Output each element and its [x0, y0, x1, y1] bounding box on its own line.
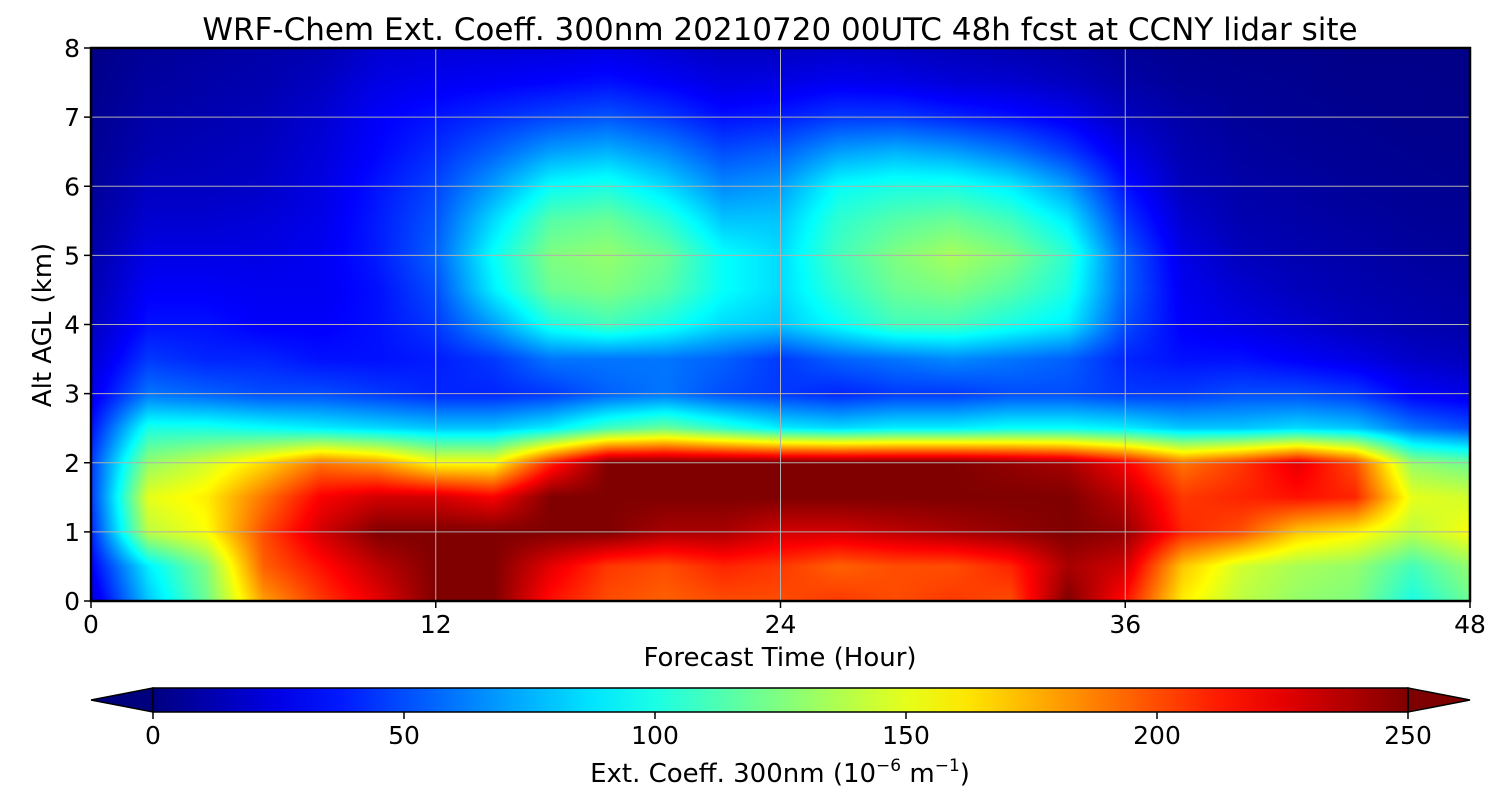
y-tick-label: 5	[64, 241, 80, 270]
colorbar-extend-min	[90, 687, 154, 713]
colorbar-tick-label: 100	[631, 721, 679, 750]
colorbar-frame	[152, 687, 1409, 713]
chart-title: WRF-Chem Ext. Coeff. 300nm 20210720 00UT…	[202, 12, 1357, 48]
y-tick-label: 6	[64, 172, 80, 201]
x-axis-label: Forecast Time (Hour)	[643, 643, 916, 673]
y-tick-label: 2	[64, 449, 80, 478]
colorbar-label: Ext. Coeff. 300nm (10−6 m−1)	[590, 756, 970, 789]
y-tick-label: 7	[64, 103, 80, 132]
colorbar-tick-label: 200	[1133, 721, 1181, 750]
colorbar-label-mid: m	[901, 759, 935, 789]
colorbar: 0 50 100 150 200 250 Ext. Coeff. 300nm (10−6 …	[90, 687, 1471, 789]
y-tick-label: 0	[64, 587, 80, 616]
x-tick-label: 36	[1109, 610, 1141, 639]
x-tick-label: 12	[420, 610, 452, 639]
y-tick-label: 1	[64, 518, 80, 547]
colorbar-tick-label: 0	[145, 721, 161, 750]
colorbar-tick-label: 150	[882, 721, 930, 750]
y-tick-label: 4	[64, 311, 80, 340]
colorbar-tick-label: 250	[1384, 721, 1432, 750]
y-tick-label: 8	[64, 34, 80, 63]
y-axis-label: Alt AGL (km)	[28, 243, 58, 407]
colorbar-extend-max	[1407, 687, 1471, 713]
colorbar-ticks: 0 50 100 150 200 250	[145, 712, 1432, 750]
colorbar-label-exp2: −1	[935, 756, 960, 776]
x-tick-label: 24	[765, 610, 797, 639]
colorbar-label-end: )	[960, 759, 970, 789]
colorbar-tick-label: 50	[388, 721, 420, 750]
colorbar-label-main: Ext. Coeff. 300nm (10	[590, 759, 876, 789]
x-axis-ticks: 0 12 24 36 48	[83, 601, 1486, 639]
x-tick-label: 0	[83, 610, 99, 639]
y-axis-ticks: 0 1 2 3 4 5 6 7 8	[64, 34, 91, 616]
y-tick-label: 3	[64, 380, 80, 409]
colorbar-label-exp1: −6	[876, 756, 901, 776]
x-tick-label: 48	[1454, 610, 1486, 639]
colorbar-body	[153, 688, 1408, 712]
